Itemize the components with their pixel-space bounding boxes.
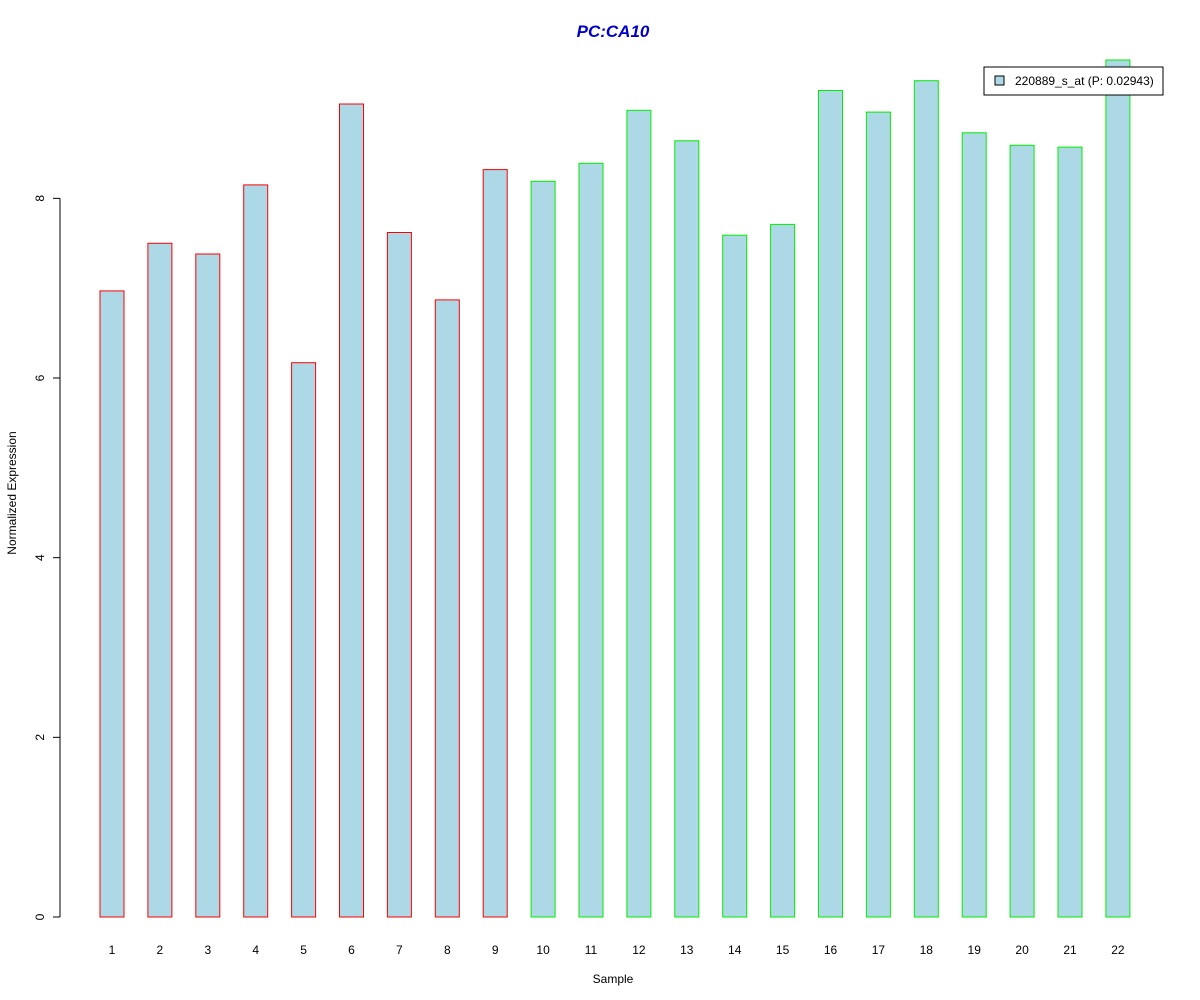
bar-sample-6	[339, 103, 364, 918]
y-tick-label: 8	[33, 195, 47, 202]
x-tick-label: 21	[1063, 943, 1077, 957]
bar-sample-7	[386, 232, 412, 918]
bar-sample-14	[722, 234, 748, 918]
bar-sample-9	[482, 169, 508, 918]
bar-sample-5	[291, 362, 317, 918]
legend-box	[983, 66, 1164, 96]
bar-sample-20	[1009, 144, 1035, 918]
bar-sample-17	[865, 111, 891, 918]
x-tick-label: 19	[968, 943, 982, 957]
x-tick-labels: 1 2 3 4 5 6 7 8 9 10 11 12 13 14 15 16 17 18 19 20 21 22	[109, 943, 1125, 957]
y-tick-label: 4	[33, 554, 47, 561]
x-tick-label: 3	[204, 943, 211, 957]
bar-sample-19	[961, 132, 987, 918]
legend-swatch	[994, 75, 1005, 86]
bar-sample-22	[1105, 59, 1131, 918]
bar-sample-15	[770, 223, 796, 918]
chart-title: PC:CA10	[577, 22, 650, 41]
bar-sample-1	[99, 290, 125, 918]
y-axis: 0 2 4 6 8	[33, 195, 61, 920]
x-tick-label: 4	[252, 943, 259, 957]
y-axis-label: Normalized Expression	[5, 431, 19, 554]
y-tick-label: 2	[33, 734, 47, 741]
x-axis-label: Sample	[593, 972, 634, 986]
x-tick-label: 18	[920, 943, 934, 957]
x-tick-label: 7	[396, 943, 403, 957]
x-tick-label: 9	[492, 943, 499, 957]
bar-sample-16	[818, 90, 843, 918]
bar-sample-4	[243, 184, 269, 918]
bar-sample-2	[147, 242, 173, 918]
x-tick-label: 1	[109, 943, 116, 957]
bar-sample-3	[195, 253, 221, 918]
x-tick-label: 12	[632, 943, 646, 957]
bars-group	[99, 59, 1131, 918]
bar-sample-12	[626, 109, 652, 918]
x-tick-label: 14	[728, 943, 742, 957]
bar-sample-18	[913, 80, 939, 918]
x-tick-label: 15	[776, 943, 790, 957]
x-tick-label: 16	[824, 943, 838, 957]
legend: 220889_s_at (P: 0.02943)	[983, 66, 1164, 96]
x-tick-label: 10	[536, 943, 550, 957]
x-tick-label: 11	[585, 943, 598, 957]
legend-label: 220889_s_at (P: 0.02943)	[1015, 74, 1154, 88]
x-tick-label: 8	[444, 943, 451, 957]
bar-sample-10	[530, 180, 556, 918]
bar-sample-8	[434, 299, 460, 918]
y-tick-label: 0	[33, 913, 47, 920]
bar-sample-21	[1057, 146, 1083, 918]
x-tick-label: 13	[680, 943, 694, 957]
x-tick-label: 17	[872, 943, 886, 957]
bar-sample-13	[674, 140, 700, 918]
x-tick-label: 5	[300, 943, 307, 957]
x-tick-label: 20	[1015, 943, 1029, 957]
bar-sample-11	[578, 162, 604, 918]
y-tick-label: 6	[33, 374, 47, 381]
x-tick-label: 2	[157, 943, 164, 957]
x-tick-label: 6	[348, 943, 355, 957]
x-tick-label: 22	[1111, 943, 1125, 957]
